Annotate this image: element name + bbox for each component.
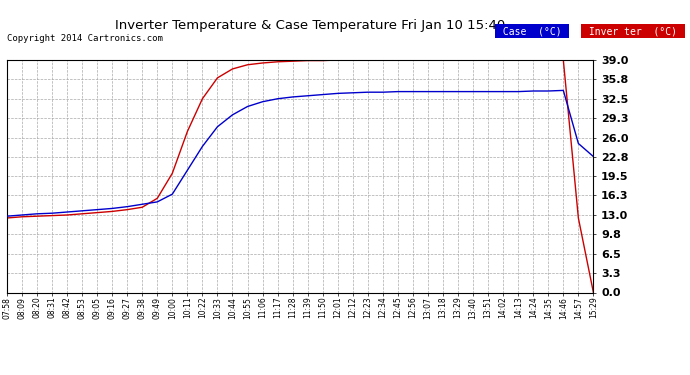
Text: Inverter Temperature & Case Temperature Fri Jan 10 15:40: Inverter Temperature & Case Temperature … xyxy=(115,19,506,32)
Text: Case  (°C): Case (°C) xyxy=(497,26,567,36)
Text: Inver ter  (°C): Inver ter (°C) xyxy=(583,26,683,36)
Text: Copyright 2014 Cartronics.com: Copyright 2014 Cartronics.com xyxy=(7,34,163,43)
